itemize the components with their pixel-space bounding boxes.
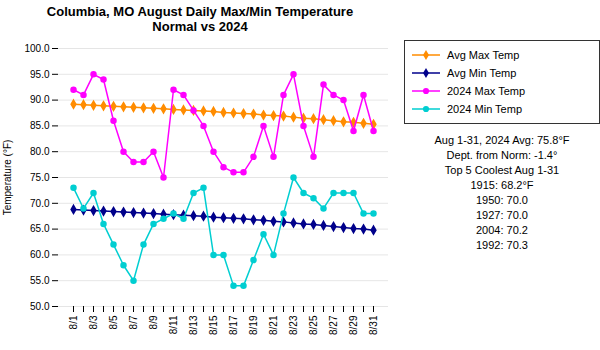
svg-text:8/5: 8/5 (108, 315, 119, 329)
html-text:Dept. from Norm: -1.4°: Dept. from Norm: -1.4° (446, 149, 558, 161)
html-text:1927: 70.0: 1927: 70.0 (476, 209, 528, 221)
html-text:Aug 1-31, 2024 Avg: 75.8°F: Aug 1-31, 2024 Avg: 75.8°F (434, 134, 570, 146)
svg-text:8/13: 8/13 (188, 315, 199, 335)
svg-text:8/3: 8/3 (88, 315, 99, 329)
svg-text:8/23: 8/23 (288, 315, 299, 335)
html-text:Avg Max Temp: Avg Max Temp (447, 49, 520, 61)
html-text:2024 Min Temp: 2024 Min Temp (447, 103, 522, 115)
svg-text:8/21: 8/21 (268, 315, 279, 335)
html-text:2024 Max Temp: 2024 Max Temp (447, 85, 526, 97)
html-text:1915: 68.2°F: 1915: 68.2°F (470, 179, 534, 191)
svg-text:8/29: 8/29 (348, 315, 359, 335)
svg-text:8/31: 8/31 (368, 315, 379, 335)
svg-text:100.0: 100.0 (24, 43, 49, 54)
svg-text:70.0: 70.0 (30, 198, 50, 209)
svg-text:8/1: 8/1 (68, 315, 79, 329)
html-text:2004: 70.2: 2004: 70.2 (476, 224, 528, 236)
svg-text:50.0: 50.0 (30, 301, 50, 312)
svg-text:75.0: 75.0 (30, 172, 50, 183)
html-text:Top 5 Coolest Aug 1-31: Top 5 Coolest Aug 1-31 (444, 164, 560, 176)
html-text:Avg Min Temp: Avg Min Temp (447, 67, 517, 79)
svg-text:8/15: 8/15 (208, 315, 219, 335)
svg-text:Temperature (°F): Temperature (°F) (2, 140, 13, 216)
svg-text:90.0: 90.0 (30, 94, 50, 105)
svg-text:85.0: 85.0 (30, 120, 50, 131)
svg-text:80.0: 80.0 (30, 146, 50, 157)
svg-text:65.0: 65.0 (30, 223, 50, 234)
svg-text:60.0: 60.0 (30, 249, 50, 260)
svg-text:8/9: 8/9 (148, 315, 159, 329)
svg-text:8/19: 8/19 (248, 315, 259, 335)
html-text:Columbia, MO August Daily Max/: Columbia, MO August Daily Max/Min Temper… (46, 4, 354, 34)
svg-text:8/7: 8/7 (128, 315, 139, 329)
svg-text:95.0: 95.0 (30, 69, 50, 80)
svg-text:8/27: 8/27 (328, 315, 339, 335)
html-text:1950: 70.0: 1950: 70.0 (476, 194, 528, 206)
svg-text:8/25: 8/25 (308, 315, 319, 335)
svg-text:8/17: 8/17 (228, 315, 239, 335)
svg-text:8/11: 8/11 (168, 315, 179, 334)
svg-text:55.0: 55.0 (30, 275, 50, 286)
html-text:1992: 70.3: 1992: 70.3 (476, 239, 528, 251)
